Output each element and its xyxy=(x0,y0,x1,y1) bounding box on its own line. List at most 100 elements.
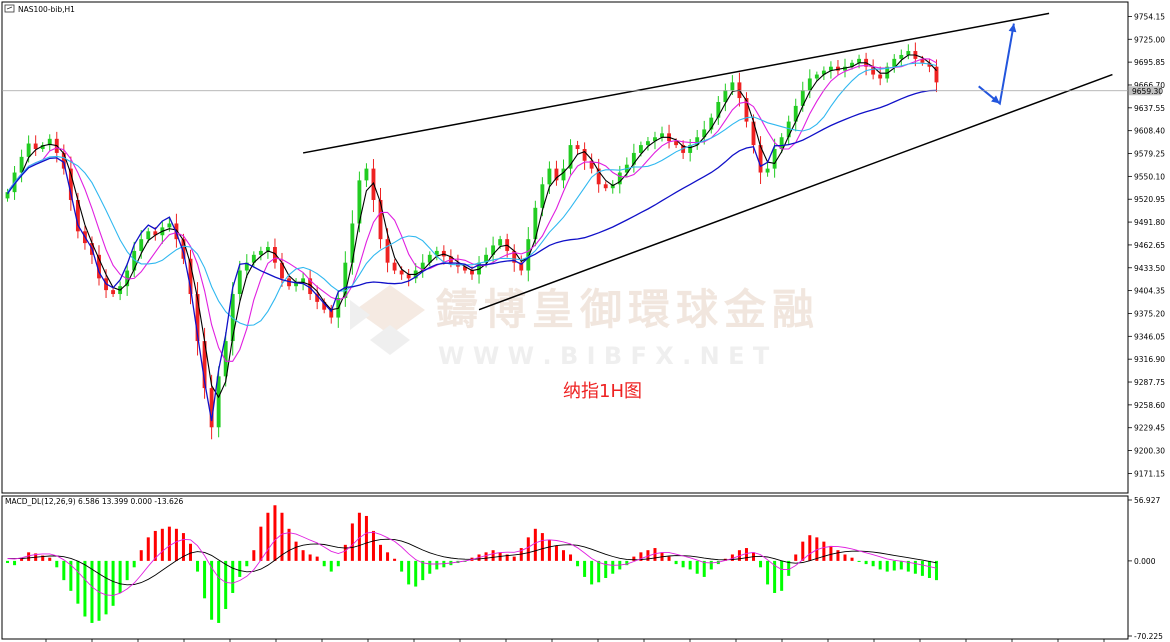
macd-bar xyxy=(491,550,495,561)
macd-bar xyxy=(245,560,249,567)
macd-bar xyxy=(653,548,657,561)
candle-body xyxy=(814,74,819,79)
candle-body xyxy=(61,152,66,169)
candle-body xyxy=(793,105,798,122)
candle-body xyxy=(315,294,320,302)
main-plot-frame xyxy=(1,1,1129,494)
macd-bar xyxy=(540,533,544,561)
watermark-url: W W W . B I B F X . N E T xyxy=(438,342,770,370)
candle-body xyxy=(589,160,594,169)
candle-body xyxy=(75,199,80,232)
candle-body xyxy=(871,66,876,75)
macd-bar xyxy=(27,552,31,561)
candle-body xyxy=(329,309,334,318)
y-tick-label: 9666.70 xyxy=(1134,81,1165,90)
candle-body xyxy=(540,184,545,208)
candle-body xyxy=(230,294,235,342)
candle-body xyxy=(265,247,270,251)
candle-body xyxy=(406,274,411,279)
y-tick-label: 9754.15 xyxy=(1134,12,1165,21)
candle-body xyxy=(139,239,144,251)
candle-body xyxy=(828,66,833,71)
candle-body xyxy=(146,231,151,240)
candle-body xyxy=(934,66,939,83)
macd-y-tick-label: 0.000 xyxy=(1134,557,1156,566)
macd-bar xyxy=(273,505,277,561)
macd-bar xyxy=(815,537,819,561)
candle-body xyxy=(786,121,791,138)
candle-body xyxy=(188,258,193,295)
macd-bar xyxy=(505,554,509,561)
y-tick-label: 9316.90 xyxy=(1134,355,1165,364)
candle-body xyxy=(906,51,911,55)
candle-body xyxy=(603,184,608,189)
macd-bar xyxy=(850,557,854,561)
macd-bar xyxy=(357,512,361,561)
candle-body xyxy=(807,78,812,91)
macd-bar xyxy=(836,550,840,561)
macd-bar xyxy=(646,550,650,561)
candle-body xyxy=(716,101,721,118)
macd-bar xyxy=(695,560,699,574)
candle-body xyxy=(273,247,277,263)
macd-bar xyxy=(259,526,263,561)
y-tick-label: 9608.40 xyxy=(1134,127,1165,136)
ma-line-slow-ma xyxy=(7,62,937,326)
macd-bar xyxy=(892,560,896,571)
candle-body xyxy=(308,278,313,295)
macd-bar xyxy=(97,560,101,621)
y-tick-label: 9200.30 xyxy=(1134,447,1165,456)
macd-bar xyxy=(611,560,615,574)
y-tick-label: 9462.65 xyxy=(1134,241,1165,250)
macd-bar xyxy=(878,560,882,570)
candle-body xyxy=(111,290,116,295)
macd-bar xyxy=(794,554,798,561)
candle-body xyxy=(258,250,263,255)
ma-line-fast-ma xyxy=(7,54,937,399)
candle-body xyxy=(821,70,826,75)
macd-bar xyxy=(188,543,192,561)
y-tick-label: 9491.80 xyxy=(1134,218,1165,227)
macd-value-axis: 56.927 0.000 -70.225 xyxy=(1128,496,1163,641)
macd-bar xyxy=(625,560,629,566)
macd-bar xyxy=(787,560,791,576)
macd-bar xyxy=(125,560,129,581)
candle-body xyxy=(26,143,31,157)
macd-bar xyxy=(41,555,45,561)
macd-bar xyxy=(350,523,354,561)
macd-bar xyxy=(604,560,608,579)
candle-body xyxy=(202,341,207,389)
macd-bar xyxy=(822,541,826,561)
candle-body xyxy=(547,168,552,185)
candle-body xyxy=(526,239,531,271)
macd-bar xyxy=(364,515,368,561)
candle-body xyxy=(427,254,432,263)
macd-bar xyxy=(308,554,312,561)
candle-body xyxy=(744,98,749,122)
candle-body xyxy=(33,143,38,150)
candle-body xyxy=(350,223,355,263)
macd-bar xyxy=(231,560,235,593)
candle-body xyxy=(772,149,777,169)
candlestick-series xyxy=(5,42,939,440)
macd-bar xyxy=(386,552,390,561)
candle-body xyxy=(280,262,284,279)
macd-bar xyxy=(864,560,868,565)
moving-average-lines xyxy=(6,54,937,422)
candle-body xyxy=(301,278,306,283)
candle-body xyxy=(765,168,770,173)
candle-body xyxy=(237,270,242,295)
candle-body xyxy=(47,138,52,146)
trendline xyxy=(478,73,1113,311)
candle-body xyxy=(631,152,636,165)
macd-bar xyxy=(315,556,319,561)
candle-body xyxy=(730,82,735,91)
macd-bar xyxy=(111,560,115,606)
candle-body xyxy=(653,137,657,142)
candle-body xyxy=(519,262,524,271)
macd-bar xyxy=(674,560,678,565)
candle-body xyxy=(779,137,784,150)
macd-bar xyxy=(139,550,143,561)
macd-bar xyxy=(174,528,178,561)
